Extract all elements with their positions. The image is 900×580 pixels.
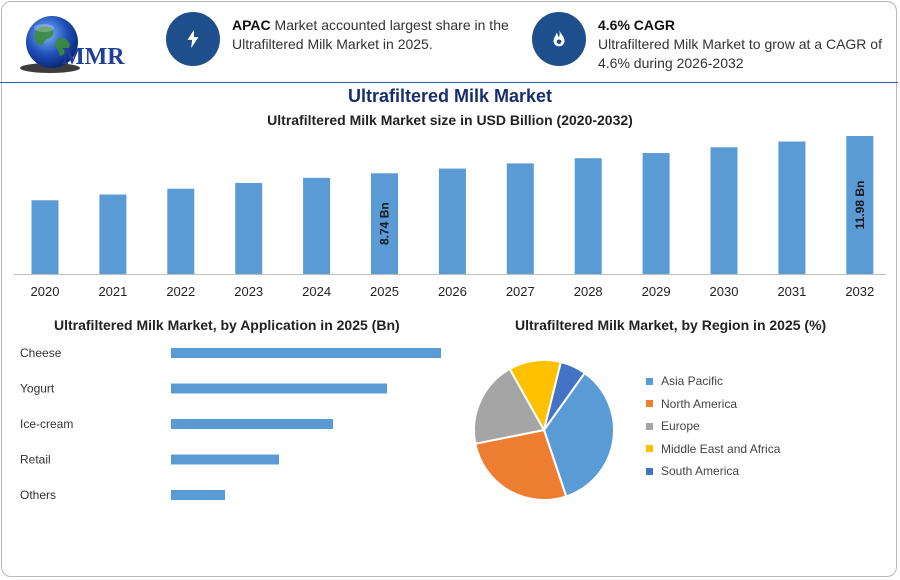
legend-item: South America — [646, 460, 780, 483]
bar-data-label: 8.74 Bn — [378, 202, 392, 245]
pie-slice-europe — [473, 367, 546, 445]
bar-2029 — [642, 153, 670, 274]
x-tick-label: 2021 — [98, 284, 127, 299]
category-label: Others — [20, 488, 56, 502]
application-bar-chart: Cheese Yogurt Ice-cream Retail Others — [20, 346, 441, 502]
legend-item: North America — [646, 393, 780, 416]
x-tick-label: 2023 — [234, 284, 263, 299]
bar-data-label: 11.98 Bn — [853, 181, 867, 230]
fact-apac-text: Market accounted largest share in the Ul… — [232, 17, 509, 52]
fact-cagr-bold: 4.6% CAGR — [598, 17, 676, 33]
legend-label: South America — [661, 464, 740, 479]
bar-2028 — [574, 158, 602, 274]
application-chart-title: Ultrafiltered Milk Market, by Applicatio… — [54, 317, 400, 333]
region-chart-title: Ultrafiltered Milk Market, by Region in … — [515, 317, 827, 333]
legend-swatch — [646, 445, 653, 453]
hbar-yogurt — [171, 383, 387, 394]
main-title: Ultrafiltered Milk Market — [347, 86, 553, 106]
legend-swatch — [646, 467, 653, 475]
bar-2020 — [31, 200, 59, 274]
hbar-cheese — [171, 348, 441, 358]
bar-2021 — [99, 194, 127, 274]
x-tick-label: 2030 — [710, 284, 739, 299]
x-tick-label: 2026 — [438, 284, 467, 299]
legend-label: Europe — [661, 419, 700, 434]
bar-2027 — [506, 163, 534, 274]
bar-2026 — [438, 168, 466, 274]
bar-2023 — [235, 182, 263, 274]
bar-chart-subtitle: Ultrafiltered Milk Market size in USD Bi… — [267, 112, 633, 128]
header-divider — [0, 82, 898, 83]
legend-label: North America — [661, 396, 738, 411]
legend-swatch — [646, 377, 653, 385]
category-label: Yogurt — [20, 382, 55, 396]
legend-item: Asia Pacific — [646, 370, 780, 393]
x-tick-label: 2020 — [31, 284, 60, 299]
category-label: Retail — [20, 453, 51, 467]
legend-label: Asia Pacific — [661, 374, 724, 389]
x-tick-label: 2032 — [845, 284, 874, 299]
logo-text: MMR — [62, 44, 125, 70]
x-tick-label: 2027 — [506, 284, 535, 299]
legend-label: Middle East and Africa — [661, 441, 781, 456]
hbar-others — [171, 490, 225, 500]
region-pie-chart — [473, 359, 615, 501]
legend-item: Middle East and Africa — [646, 438, 780, 461]
bar-2025 — [371, 173, 398, 274]
x-tick-label: 2028 — [574, 284, 603, 299]
fact-cagr-text: Ultrafiltered Milk Market to grow at a C… — [598, 36, 882, 71]
bar-2024 — [303, 177, 331, 274]
x-tick-label: 2029 — [642, 284, 671, 299]
fact-apac: APAC Market accounted largest share in t… — [166, 12, 526, 66]
legend-swatch — [646, 400, 653, 408]
market-size-bar-chart: 2020 2021 2022 2023 2024 2025 8.74 Bn 2026 2027 2… — [14, 135, 886, 299]
region-legend: Asia Pacific North America Europe Middle Ea… — [646, 370, 780, 483]
x-tick-label: 2024 — [302, 284, 331, 299]
category-label: Ice-cream — [20, 417, 73, 431]
bar-2031 — [778, 141, 806, 274]
bar-2032 — [846, 135, 874, 274]
flame-icon — [532, 12, 586, 66]
hbar-ice-cream — [171, 419, 333, 429]
mmr-logo — [20, 16, 80, 73]
x-tick-label: 2025 — [370, 284, 399, 299]
bar-2030 — [710, 147, 738, 274]
category-label: Cheese — [20, 346, 62, 360]
fact-apac-bold: APAC — [232, 17, 271, 33]
lightning-icon — [166, 12, 220, 66]
x-tick-label: 2031 — [777, 284, 806, 299]
x-tick-label: 2022 — [166, 284, 195, 299]
pie-slice-asia-pacific — [542, 371, 615, 498]
bar-2022 — [167, 188, 195, 274]
fact-cagr: 4.6% CAGR Ultrafiltered Milk Market to g… — [532, 12, 892, 73]
legend-item: Europe — [646, 415, 780, 438]
pie-slice-south-america — [543, 360, 587, 431]
legend-swatch — [646, 422, 653, 430]
pie-slice-north-america — [474, 428, 568, 501]
hbar-retail — [171, 454, 279, 465]
